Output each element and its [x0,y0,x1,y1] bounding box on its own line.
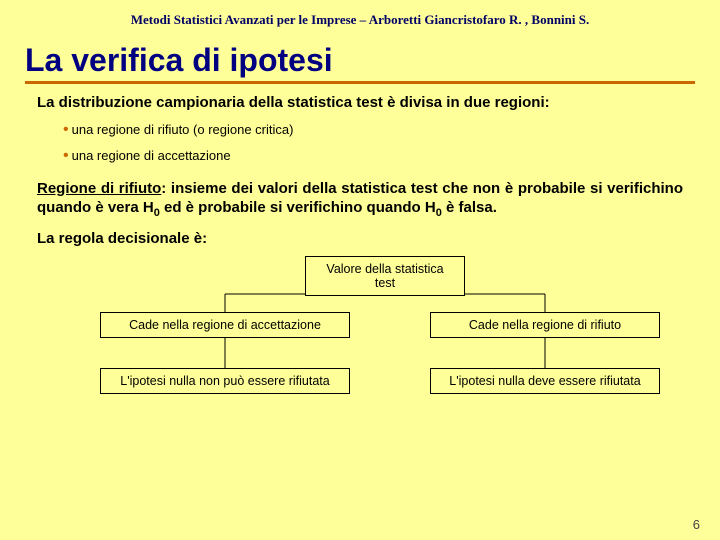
paragraph-rule: La regola decisionale è: [37,229,683,249]
bullet-list: • una regione di rifiuto (o regione crit… [63,121,695,165]
tree-left-1: Cade nella regione di accettazione [100,312,350,338]
para-fragment: è falsa. [442,199,497,216]
intro-text: La distribuzione campionaria della stati… [37,94,683,113]
decision-tree: Valore della statistica test Cade nella … [25,256,695,411]
header-credit: Metodi Statistici Avanzati per le Impres… [25,12,695,28]
tree-right-1: Cade nella regione di rifiuto [430,312,660,338]
tree-right-2: L'ipotesi nulla deve essere rifiutata [430,368,660,394]
bullet-icon: • [63,147,69,165]
bullet-text-2: una regione di accettazione [72,148,231,163]
tree-root: Valore della statistica test [305,256,465,296]
bullet-icon: • [63,121,69,139]
bullet-item-2: • una regione di accettazione [63,147,695,165]
paragraph-definition: Regione di rifiuto: insieme dei valori d… [37,179,683,221]
tree-left-2: L'ipotesi nulla non può essere rifiutata [100,368,350,394]
para-fragment: ed è probabile si verifichino quando H [160,199,436,216]
bullet-item-1: • una regione di rifiuto (o regione crit… [63,121,695,139]
bullet-text-1: una regione di rifiuto (o regione critic… [72,122,294,137]
underlined-term: Regione di rifiuto [37,180,161,197]
page-number: 6 [693,517,700,532]
title-underline [25,81,695,84]
slide-title: La verifica di ipotesi [25,42,695,79]
